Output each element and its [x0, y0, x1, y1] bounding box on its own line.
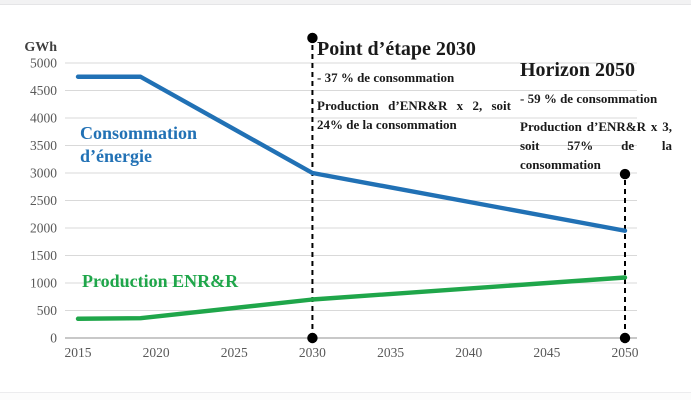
x-tick-label-2025: 2025 — [221, 345, 248, 360]
y-tick-label-2000: 2000 — [30, 221, 57, 236]
event-dot-top-2050 — [619, 168, 631, 180]
x-tick-label-2050: 2050 — [612, 345, 639, 360]
production-line — [75, 275, 628, 321]
x-tick-label-2035: 2035 — [377, 345, 404, 360]
annotation-2050-production-note: Production d’ENR&R x 3, soit 57% de la c… — [520, 119, 672, 172]
event-dot-bottom-2030 — [307, 332, 318, 344]
y-tick-label-0: 0 — [50, 331, 57, 346]
annotation-2030-consumption-delta: - 37 % de consommation — [317, 70, 455, 85]
y-tick-label-3000: 3000 — [30, 166, 57, 181]
bottom-divider — [0, 392, 691, 400]
y-tick-label-500: 500 — [37, 303, 58, 318]
event-dot-bottom-2050 — [619, 332, 631, 344]
annotation-2050-title: Horizon 2050 — [520, 59, 635, 81]
event-dot-top-2030 — [307, 32, 318, 44]
top-divider — [0, 0, 691, 5]
y-tick-label-4500: 4500 — [30, 83, 57, 98]
x-tick-label-2045: 2045 — [533, 345, 560, 360]
consumption-line — [75, 74, 628, 233]
annotation-2050: Horizon 2050 - 59 % de consommation Prod… — [520, 58, 672, 175]
y-tick-label-1500: 1500 — [30, 248, 57, 263]
y-axis-unit-label: GWh — [24, 40, 57, 55]
consumption-series-label: Consommation d’énergie — [80, 122, 197, 168]
annotation-2050-consumption-delta: - 59 % de consommation — [520, 91, 658, 106]
y-tick-label-3500: 3500 — [30, 138, 57, 153]
annotation-2030: Point d’étape 2030 - 37 % de consommatio… — [317, 37, 511, 135]
x-tick-label-2015: 2015 — [65, 345, 92, 360]
x-tick-label-2040: 2040 — [455, 345, 482, 360]
annotation-2030-production-note: Production d’ENR&R x 2, soit 24% de la c… — [317, 98, 511, 132]
y-tick-label-1000: 1000 — [30, 276, 57, 291]
y-tick-label-5000: 5000 — [30, 56, 57, 71]
consumption-series-label-line2: d’énergie — [80, 146, 152, 167]
production-series-label: Production ENR&R — [82, 271, 239, 291]
y-tick-label-2500: 2500 — [30, 193, 57, 208]
x-tick-label-2020: 2020 — [143, 345, 170, 360]
y-tick-label-4000: 4000 — [30, 111, 57, 126]
consumption-series-label-line1: Consommation — [80, 123, 198, 143]
annotation-2030-title: Point d’étape 2030 — [317, 38, 476, 60]
x-tick-label-2030: 2030 — [299, 345, 326, 360]
